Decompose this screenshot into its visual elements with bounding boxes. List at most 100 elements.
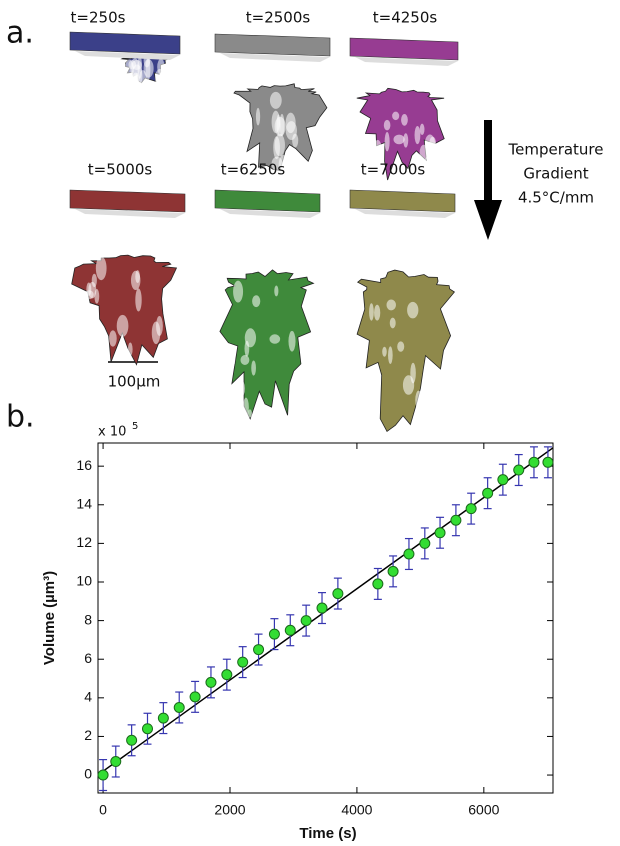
gradient-arrow: [474, 120, 502, 240]
dendrite-hole: [389, 317, 396, 329]
dendrite-hole: [240, 355, 250, 365]
sample-slab: [69, 189, 186, 213]
dendrite-hole: [109, 330, 117, 347]
dendrite-hole: [127, 342, 133, 357]
dendrite-hole: [94, 289, 100, 304]
dendrite-hole: [363, 384, 376, 395]
snapshot-label: t=4250s: [373, 9, 438, 27]
arrow-label: Temperature: [507, 141, 603, 159]
sample-slab: [349, 189, 456, 213]
dendrite-hole: [248, 153, 253, 163]
dendrite-body: [356, 269, 455, 432]
dendrite-hole: [401, 114, 408, 126]
slab-edge: [220, 53, 330, 62]
panel-label: a.: [6, 16, 34, 51]
data-point: [434, 527, 446, 539]
y-tick-label: 10: [76, 573, 92, 589]
snapshot-label: t=6250s: [221, 161, 286, 179]
dendrite-hole: [156, 316, 163, 336]
data-point: [126, 734, 138, 746]
data-point: [528, 456, 540, 468]
data-point: [450, 514, 462, 526]
data-point: [189, 691, 201, 703]
data-point: [387, 565, 399, 577]
y-tick-label: 8: [84, 611, 92, 627]
dendrite-hole: [419, 123, 425, 136]
snapshot-label: t=5000s: [88, 161, 153, 179]
data-point: [253, 644, 265, 656]
dendrite-hole: [145, 57, 151, 82]
panel-a: a. Temperature Gradient 4.5°C/mm 100µm t…: [6, 9, 604, 432]
dendrite-hole: [134, 73, 139, 87]
snapshot-label: t=7000s: [361, 161, 426, 179]
data-point: [97, 769, 109, 781]
data-point: [465, 503, 477, 515]
dendrite-hole: [397, 341, 405, 352]
dendrite-hole: [224, 405, 234, 418]
dendrite-hole: [247, 409, 252, 418]
snapshot-label: t=2500s: [246, 9, 311, 27]
axis-multiplier: x 10: [98, 425, 126, 440]
dendrite-hole: [233, 280, 244, 303]
sample-slab: [214, 189, 321, 213]
dendrite-hole: [373, 139, 383, 164]
scale-bar-label: 100µm: [108, 373, 161, 391]
y-tick-label: 4: [84, 689, 92, 705]
slab-edge: [220, 209, 320, 218]
axis-multiplier-exponent: 5: [132, 421, 138, 432]
dendrite-hole: [429, 136, 437, 151]
x-axis-label: Time (s): [299, 825, 356, 842]
dendrite-hole: [255, 107, 261, 126]
dendrite-hole: [251, 360, 256, 376]
y-tick-label: 2: [84, 727, 92, 743]
x-tick-label: 6000: [468, 802, 499, 818]
data-point: [497, 474, 509, 486]
dendrite-hole: [274, 116, 286, 137]
dendrite-hole: [388, 346, 393, 364]
data-point: [419, 537, 431, 549]
slab-edge: [75, 209, 185, 218]
data-point: [141, 723, 153, 735]
dendrite-body: [219, 269, 315, 420]
arrow-label: 4.5°C/mm: [518, 189, 594, 207]
x-tick-label: 4000: [341, 802, 372, 818]
data-point: [300, 615, 312, 627]
dendrite-hole: [369, 303, 374, 321]
dendrite-hole: [285, 112, 296, 134]
data-point: [316, 602, 328, 614]
panel-label: b.: [6, 400, 35, 435]
dendrite-hole: [386, 299, 396, 311]
dendrite-body: [71, 254, 178, 366]
y-tick-label: 16: [76, 457, 92, 473]
y-axis-label: Volume (µm³): [41, 571, 58, 665]
sample-slab: [214, 33, 331, 57]
dendrite-hole: [130, 58, 140, 79]
fit-line: [102, 447, 554, 772]
dendrite-hole: [236, 379, 246, 398]
data-point: [332, 588, 344, 600]
y-tick-label: 12: [76, 534, 92, 550]
snapshot-label: t=250s: [71, 9, 126, 27]
dendrite-hole: [269, 334, 281, 344]
plot-frame: [97, 442, 554, 794]
dendrite-hole: [384, 132, 390, 152]
y-tick-label: 0: [84, 766, 92, 782]
x-tick-label: 2000: [214, 802, 245, 818]
dendrite-hole: [135, 288, 142, 312]
slab-edge: [355, 209, 455, 218]
dendrite-hole: [392, 111, 400, 121]
dendrite-hole: [242, 397, 249, 418]
dendrite-hole: [393, 134, 405, 145]
data-point: [110, 756, 122, 768]
dendrite-hole: [414, 126, 421, 145]
data-point: [205, 676, 217, 688]
dendrite-hole: [288, 330, 296, 352]
data-point: [482, 487, 494, 499]
dendrite-hole: [154, 68, 165, 88]
dendrite-hole: [252, 295, 261, 308]
dendrite-hole: [374, 304, 381, 321]
dendrite-hole: [424, 155, 432, 180]
dendrite-hole: [130, 270, 141, 291]
